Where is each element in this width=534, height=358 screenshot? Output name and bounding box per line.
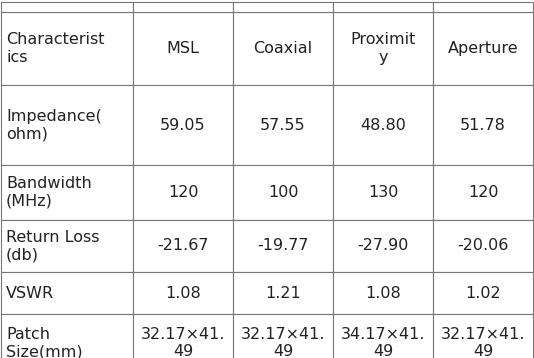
Text: 120: 120	[168, 185, 198, 200]
Bar	[333, 272, 433, 314]
Text: 100: 100	[268, 185, 299, 200]
Bar	[433, 85, 533, 165]
Text: Return Loss
(db): Return Loss (db)	[6, 230, 99, 262]
Text: 32.17×41.
49: 32.17×41. 49	[141, 327, 225, 358]
Text: Aperture: Aperture	[447, 41, 519, 56]
Bar	[433, 2, 533, 12]
Bar	[1, 2, 133, 12]
Text: Coaxial: Coaxial	[254, 41, 312, 56]
Bar	[433, 314, 533, 358]
Text: 1.08: 1.08	[165, 285, 201, 300]
Bar	[133, 85, 233, 165]
Text: Bandwidth
(MHz): Bandwidth (MHz)	[6, 176, 92, 209]
Text: 130: 130	[368, 185, 398, 200]
Bar	[133, 220, 233, 272]
Text: 32.17×41.
49: 32.17×41. 49	[241, 327, 325, 358]
Text: MSL: MSL	[167, 41, 199, 56]
Text: 34.17×41.
49: 34.17×41. 49	[341, 327, 425, 358]
Bar	[233, 12, 333, 85]
Bar	[133, 314, 233, 358]
Bar	[333, 165, 433, 220]
Bar	[133, 165, 233, 220]
Bar	[1, 272, 133, 314]
Text: 32.17×41.
49: 32.17×41. 49	[441, 327, 525, 358]
Bar	[333, 314, 433, 358]
Text: 51.78: 51.78	[460, 117, 506, 132]
Bar	[133, 2, 233, 12]
Text: 57.55: 57.55	[260, 117, 306, 132]
Text: Impedance(
ohm): Impedance( ohm)	[6, 109, 102, 141]
Text: 48.80: 48.80	[360, 117, 406, 132]
Bar	[1, 165, 133, 220]
Text: VSWR: VSWR	[6, 285, 54, 300]
Text: -21.67: -21.67	[157, 238, 209, 253]
Text: 1.02: 1.02	[465, 285, 501, 300]
Text: 1.08: 1.08	[365, 285, 401, 300]
Bar	[233, 314, 333, 358]
Bar	[233, 165, 333, 220]
Text: Characterist
ics: Characterist ics	[6, 32, 105, 65]
Bar	[333, 2, 433, 12]
Text: -20.06: -20.06	[457, 238, 509, 253]
Bar	[233, 2, 333, 12]
Text: 120: 120	[468, 185, 498, 200]
Bar	[433, 165, 533, 220]
Bar	[1, 12, 133, 85]
Bar	[333, 85, 433, 165]
Bar	[433, 272, 533, 314]
Bar	[133, 272, 233, 314]
Text: Patch
Size(mm): Patch Size(mm)	[6, 327, 83, 358]
Bar	[233, 220, 333, 272]
Bar	[333, 220, 433, 272]
Bar	[333, 12, 433, 85]
Bar	[133, 12, 233, 85]
Text: 59.05: 59.05	[160, 117, 206, 132]
Bar	[1, 220, 133, 272]
Bar	[233, 85, 333, 165]
Bar	[233, 272, 333, 314]
Bar	[1, 314, 133, 358]
Bar	[433, 12, 533, 85]
Text: 1.21: 1.21	[265, 285, 301, 300]
Text: -27.90: -27.90	[357, 238, 409, 253]
Text: -19.77: -19.77	[257, 238, 309, 253]
Text: Proximit
y: Proximit y	[350, 32, 415, 65]
Bar	[433, 220, 533, 272]
Bar	[1, 85, 133, 165]
